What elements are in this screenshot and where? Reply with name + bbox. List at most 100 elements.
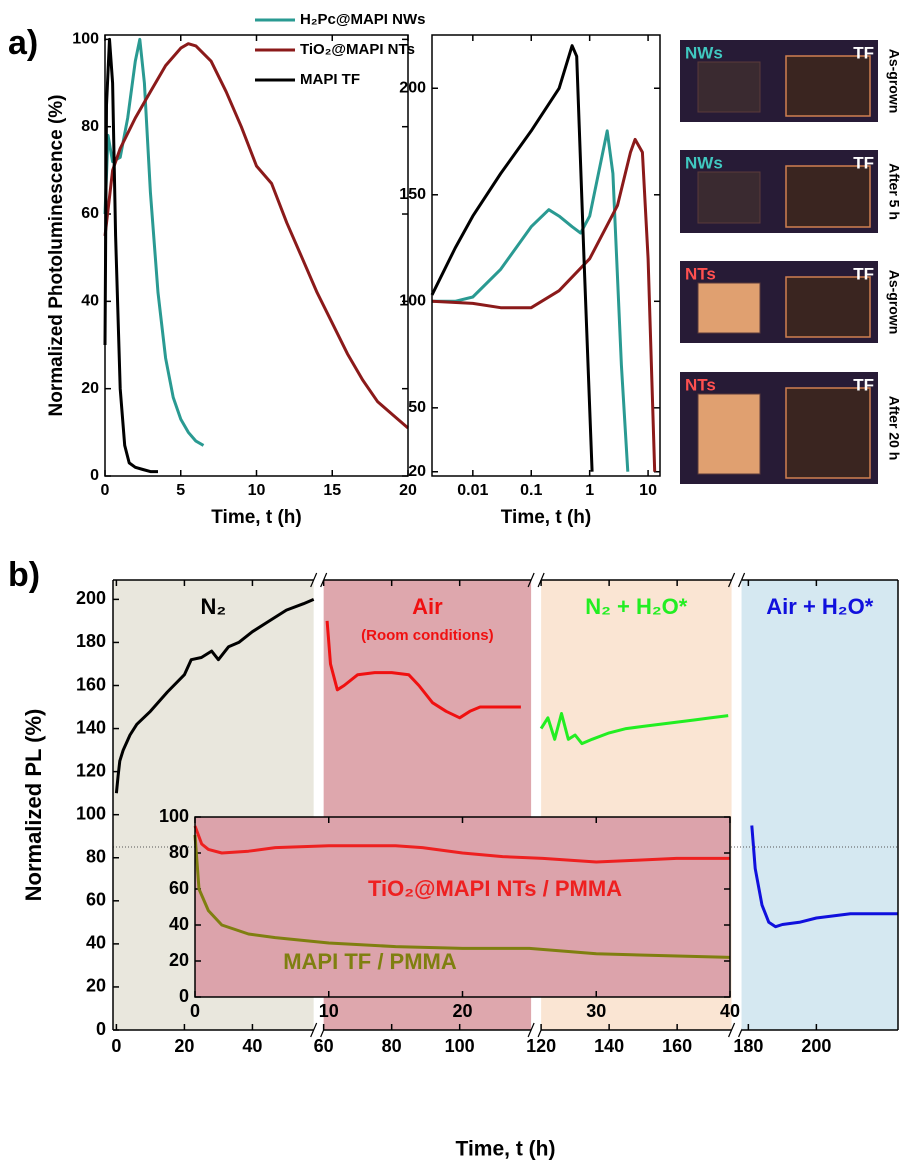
series-label: TiO₂@MAPI NTs / PMMA bbox=[368, 876, 622, 901]
y-axis-label: Normalized PL (%) bbox=[21, 709, 46, 902]
axis-break bbox=[527, 572, 535, 588]
x-tick-label: 40 bbox=[720, 1001, 740, 1021]
photo-label: TF bbox=[853, 375, 874, 394]
plot-frame bbox=[104, 34, 409, 477]
photo-caption: As-grown bbox=[886, 49, 902, 114]
y-tick-label: 180 bbox=[76, 631, 106, 651]
photo-label: NWs bbox=[685, 43, 723, 62]
y-tick-label: 20 bbox=[408, 463, 426, 480]
series-line bbox=[431, 137, 657, 472]
x-tick-label: 15 bbox=[323, 482, 341, 499]
y-tick-label: 80 bbox=[169, 842, 189, 862]
y-tick-label: 140 bbox=[76, 717, 106, 737]
legend-label: TiO₂@MAPI NTs bbox=[300, 41, 415, 58]
series-line bbox=[539, 712, 729, 746]
plot-frame bbox=[194, 816, 731, 998]
x-tick-label: 10 bbox=[319, 1001, 339, 1021]
photo-caption: As-grown bbox=[886, 270, 902, 335]
x-axis-label: Time, t (h) bbox=[456, 1138, 556, 1161]
region-label: N₂ + H₂O* bbox=[585, 594, 688, 619]
series-line bbox=[750, 825, 898, 929]
y-tick-label: 0 bbox=[90, 467, 99, 484]
y-tick-label: 0 bbox=[96, 1019, 106, 1039]
photo-caption: After 5 h bbox=[886, 163, 902, 220]
y-tick-label: 20 bbox=[86, 976, 106, 996]
y-tick-label: 160 bbox=[76, 674, 106, 694]
series-line bbox=[193, 825, 730, 864]
series-line bbox=[432, 129, 630, 472]
x-tick-label: 20 bbox=[174, 1036, 194, 1056]
series-line bbox=[325, 620, 521, 720]
y-tick-label: 20 bbox=[81, 380, 99, 397]
x-tick-label: 160 bbox=[662, 1036, 692, 1056]
y-tick-label: 200 bbox=[399, 79, 426, 96]
y-tick-label: 100 bbox=[159, 806, 189, 826]
photo-caption: After 20 h bbox=[886, 396, 902, 461]
photo-sample bbox=[785, 276, 871, 338]
x-tick-label: 140 bbox=[594, 1036, 624, 1056]
inset-background bbox=[195, 817, 730, 997]
y-tick-label: 40 bbox=[81, 293, 99, 310]
photo-sample bbox=[697, 171, 761, 224]
photo-sample bbox=[785, 387, 871, 479]
panel-label: b) bbox=[8, 556, 40, 594]
y-tick-label: 40 bbox=[86, 933, 106, 953]
y-tick-label: 120 bbox=[76, 760, 106, 780]
x-tick-label: 20 bbox=[399, 482, 417, 499]
series-line bbox=[430, 44, 594, 472]
photo-sample bbox=[785, 55, 871, 117]
y-axis-label: Normalized Photoluminescence (%) bbox=[46, 94, 67, 416]
series-line bbox=[103, 42, 409, 430]
legend-label: MAPI TF bbox=[300, 71, 360, 88]
axis-break bbox=[728, 572, 736, 588]
y-tick-label: 100 bbox=[76, 803, 106, 823]
y-tick-label: 80 bbox=[81, 118, 99, 135]
x-tick-label: 0.1 bbox=[520, 482, 542, 499]
y-tick-label: 0 bbox=[179, 986, 189, 1006]
x-tick-label: 200 bbox=[801, 1036, 831, 1056]
axis-break bbox=[728, 1022, 736, 1038]
x-tick-label: 40 bbox=[242, 1036, 262, 1056]
region-sublabel: (Room conditions) bbox=[361, 627, 493, 644]
x-tick-label: 120 bbox=[526, 1036, 556, 1056]
photo-sample bbox=[785, 165, 871, 228]
region-label: Air bbox=[412, 594, 443, 619]
axis-break bbox=[310, 572, 318, 588]
x-tick-label: 30 bbox=[586, 1001, 606, 1021]
photo-sample bbox=[697, 393, 761, 475]
x-tick-label: 0 bbox=[190, 1001, 200, 1021]
photo-label: NTs bbox=[685, 264, 716, 283]
x-axis-label: Time, t (h) bbox=[501, 507, 591, 528]
photo-label: NWs bbox=[685, 153, 723, 172]
panel-label: a) bbox=[8, 24, 38, 62]
series-line bbox=[193, 834, 731, 959]
x-tick-label: 5 bbox=[176, 482, 185, 499]
x-tick-label: 80 bbox=[382, 1036, 402, 1056]
series-line bbox=[114, 598, 315, 794]
photo-label: NTs bbox=[685, 375, 716, 394]
y-tick-label: 100 bbox=[72, 31, 99, 48]
photo-sample bbox=[697, 282, 761, 334]
legend-label: H₂Pc@MAPI NWs bbox=[300, 11, 425, 28]
x-tick-label: 60 bbox=[314, 1036, 334, 1056]
x-axis-label: Time, t (h) bbox=[211, 507, 301, 528]
plot-frame bbox=[431, 34, 661, 477]
region-background bbox=[741, 580, 898, 1030]
axis-break bbox=[527, 1022, 535, 1038]
photo-label: TF bbox=[853, 43, 874, 62]
y-tick-label: 60 bbox=[81, 205, 99, 222]
y-tick-label: 60 bbox=[169, 878, 189, 898]
series-line bbox=[103, 37, 158, 474]
y-tick-label: 50 bbox=[408, 399, 426, 416]
photo-label: TF bbox=[853, 153, 874, 172]
photo-label: TF bbox=[853, 264, 874, 283]
x-tick-label: 0 bbox=[111, 1036, 121, 1056]
x-tick-label: 0 bbox=[101, 482, 110, 499]
region-label: Air + H₂O* bbox=[766, 594, 873, 619]
x-tick-label: 10 bbox=[639, 482, 657, 499]
y-tick-label: 40 bbox=[169, 914, 189, 934]
region-label: N₂ bbox=[200, 594, 226, 619]
y-tick-label: 100 bbox=[399, 293, 426, 310]
axis-break bbox=[310, 1022, 318, 1038]
